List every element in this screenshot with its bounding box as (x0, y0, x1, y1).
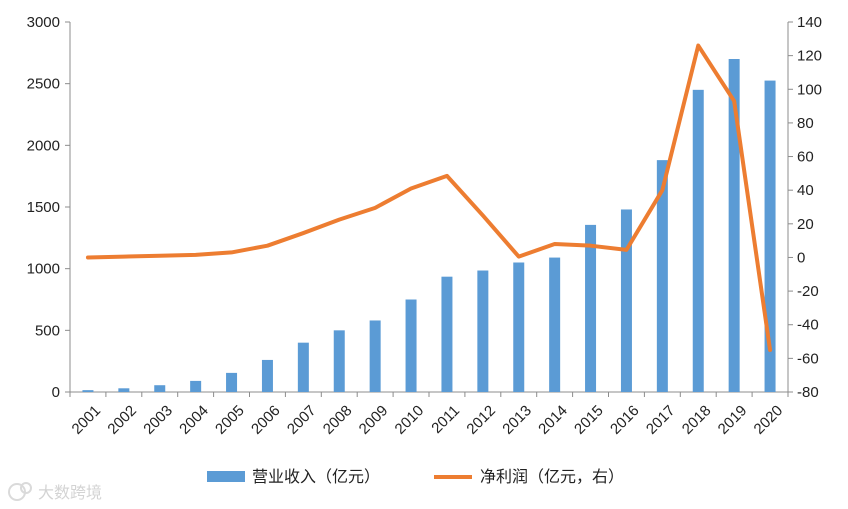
left-axis-tick-label: 2000 (27, 137, 60, 154)
left-axis-tick-label: 0 (52, 384, 60, 401)
revenue-bar (513, 262, 525, 392)
x-axis-tick-label: 2010 (392, 402, 428, 438)
watermark-text: 大数跨境 (38, 483, 102, 502)
x-axis-tick-label: 2019 (715, 402, 751, 438)
x-axis-tick-label: 2014 (535, 402, 571, 438)
revenue-bar (369, 320, 381, 392)
x-axis-tick-label: 2009 (356, 402, 392, 438)
left-axis-tick-label: 3000 (27, 14, 60, 31)
x-axis-tick-label: 2018 (679, 402, 715, 438)
net-profit-line (85, 43, 773, 352)
revenue-bar (728, 59, 740, 392)
left-axis-tick-label: 1000 (27, 261, 60, 278)
right-axis-tick-label: 60 (797, 149, 814, 166)
x-axis-tick-label: 2015 (571, 402, 607, 438)
revenue-bar (692, 89, 704, 392)
logo-swirl-icon (8, 482, 32, 501)
revenue-bar (405, 299, 417, 392)
revenue-bar (656, 160, 668, 392)
right-axis-tick-label: 140 (797, 14, 822, 31)
revenue-bar (441, 276, 453, 392)
x-axis-tick-label: 2016 (607, 402, 643, 438)
legend-label-net-profit: 净利润（亿元，右） (480, 467, 624, 486)
right-axis-tick-label: -20 (797, 283, 819, 300)
revenue-bar (226, 372, 238, 392)
revenue-bar (477, 270, 489, 392)
x-axis-tick-label: 2004 (176, 402, 212, 438)
x-axis-tick-label: 2020 (751, 402, 787, 438)
left-axis-tick-label: 500 (35, 322, 60, 339)
right-axis-tick-label: 100 (797, 81, 822, 98)
left-axis-tick-label: 1500 (27, 199, 60, 216)
revenue-bar (297, 342, 309, 392)
revenue-bars (82, 59, 776, 392)
x-axis-tick-label: 2012 (463, 402, 499, 438)
axes: 0 500 1000 1500 2000 2500 3000 -80 -60 -40 -20 0 20 4… (27, 14, 822, 401)
x-tick-labels: 2001 2002 2003 2004 2005 2006 2007 2008 2009 2010… (69, 402, 787, 438)
x-axis-tick-label: 2011 (428, 402, 463, 437)
right-axis-tick-label: 20 (797, 216, 814, 233)
left-axis-tick-label: 2500 (27, 76, 60, 93)
revenue-bar (585, 224, 597, 392)
revenue-bar (82, 390, 94, 392)
x-axis-tick-label: 2005 (212, 402, 248, 438)
right-axis-tick-label: 40 (797, 182, 814, 199)
x-axis-tick-label: 2001 (69, 402, 105, 438)
right-axis-tick-label: 0 (797, 249, 805, 266)
x-axis-tick-label: 2002 (104, 402, 140, 438)
right-axis-tick-label: 120 (797, 48, 822, 65)
right-axis-tick-label: -60 (797, 350, 819, 367)
right-axis-tick-label: 80 (797, 115, 814, 132)
revenue-bar (333, 330, 345, 392)
revenue-bar (764, 80, 776, 392)
x-axis-tick-label: 2006 (248, 402, 284, 438)
watermark: 大数跨境 (8, 482, 102, 502)
revenue-bar (620, 209, 632, 392)
x-axis-tick-label: 2003 (140, 402, 176, 438)
x-axis-tick-label: 2008 (320, 402, 356, 438)
legend-swatch-revenue (207, 471, 245, 482)
net-profit-line-group (85, 43, 773, 352)
right-axis-tick-label: -80 (797, 384, 819, 401)
x-axis-tick-label: 2013 (499, 402, 535, 438)
right-axis-tick-label: -40 (797, 317, 819, 334)
x-axis-tick-label: 2017 (643, 402, 679, 438)
revenue-bar (154, 385, 166, 392)
legend-label-revenue: 营业收入（亿元） (252, 467, 380, 486)
revenue-bar (190, 380, 202, 392)
revenue-bar (118, 388, 130, 392)
legend: 营业收入（亿元） 净利润（亿元，右） (207, 467, 624, 486)
x-axis-tick-label: 2007 (284, 402, 320, 438)
revenue-bar (261, 359, 273, 392)
revenue-bar (549, 257, 561, 392)
